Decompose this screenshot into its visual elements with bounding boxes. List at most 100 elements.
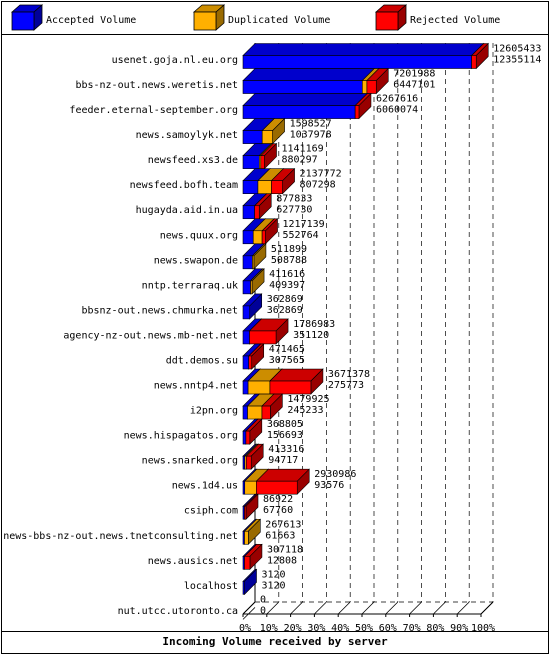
- category-label-22: nut.utcc.utoronto.ca: [118, 606, 238, 617]
- value-label-total-7: 1217139: [283, 219, 325, 230]
- x-tick-mark-60: [385, 601, 399, 615]
- bar-row-10: [242, 293, 263, 320]
- value-label-total-15: 368805: [267, 419, 303, 430]
- category-label-5: newsfeed.bofh.team: [130, 180, 238, 191]
- category-label-0: usenet.goja.nl.eu.org: [112, 55, 238, 66]
- value-label-accepted-2: 6060074: [376, 105, 418, 116]
- bar-row-3: [242, 117, 286, 145]
- bar-row-19: [242, 518, 262, 545]
- value-label-accepted-16: 94717: [268, 455, 298, 466]
- value-label-total-5: 2137772: [300, 169, 342, 180]
- legend-item-duplicated: Duplicated Volume: [192, 4, 330, 31]
- value-label-total-18: 86922: [263, 494, 293, 505]
- x-tick-mark-20: [290, 601, 303, 615]
- bar-rejected-15: [245, 418, 263, 445]
- bar-rejected-17: [255, 468, 310, 495]
- bar-duplicated-19: [243, 518, 262, 545]
- value-label-accepted-19: 61663: [265, 530, 295, 541]
- x-tick-mark-50: [361, 601, 375, 615]
- x-tick-mark-30: [314, 601, 327, 615]
- value-label-accepted-17: 93576: [314, 480, 344, 491]
- bar-rejected-11: [248, 318, 289, 345]
- value-label-total-11: 1786983: [293, 319, 335, 330]
- value-label-total-0: 12605433: [493, 44, 541, 55]
- value-label-accepted-9: 409397: [269, 280, 305, 291]
- bar-row-18: [242, 493, 259, 520]
- bar-accepted-21: [242, 568, 258, 596]
- x-tick-label-10: 10%: [260, 623, 278, 634]
- x-tick-mark-90: [456, 601, 470, 615]
- category-label-17: news.1d4.us: [172, 481, 238, 492]
- category-label-8: news.swapon.de: [154, 255, 238, 266]
- bar-rejected-7: [261, 218, 279, 245]
- bar-row-1: [242, 67, 389, 95]
- value-label-total-14: 1479925: [287, 394, 329, 405]
- bar-rejected-2: [354, 92, 372, 120]
- bar-row-16: [242, 443, 264, 470]
- legend: Accepted Volume Duplicated Volume Rejected…: [10, 4, 500, 31]
- bar-row-9: [242, 268, 265, 295]
- x-tick-label-20: 20%: [284, 623, 302, 634]
- value-label-total-16: 413316: [268, 444, 304, 455]
- category-label-7: news.quux.org: [160, 230, 238, 241]
- value-label-total-19: 267613: [265, 519, 301, 530]
- value-label-total-3: 1598527: [290, 119, 332, 130]
- value-label-total-12: 471465: [269, 344, 305, 355]
- value-label-accepted-3: 1037978: [290, 130, 332, 141]
- x-tick-mark-0: [242, 601, 256, 615]
- value-label-accepted-22: 0: [260, 605, 266, 616]
- x-tick-label-40: 40%: [331, 623, 349, 634]
- value-label-accepted-5: 807298: [300, 180, 336, 191]
- bar-duplicated-8: [251, 243, 267, 270]
- x-tick-label-60: 60%: [379, 623, 397, 634]
- value-label-total-4: 1141169: [282, 144, 324, 155]
- bar-row-6: [242, 193, 272, 220]
- bar-rejected-1: [366, 67, 389, 95]
- value-label-accepted-10: 362869: [267, 305, 303, 316]
- value-label-accepted-14: 245233: [287, 405, 323, 416]
- legend-swatch-rejected: [375, 11, 399, 31]
- category-label-6: hugayda.aid.in.ua: [136, 205, 238, 216]
- category-label-15: news.hispagatos.org: [124, 431, 238, 442]
- category-labels: usenet.goja.nl.eu.org bbs-nz-out.news.wer…: [3, 55, 238, 617]
- x-tick-mark-10: [266, 601, 280, 615]
- value-label-total-17: 2930986: [314, 469, 356, 480]
- bar-row-5: [242, 167, 296, 195]
- category-label-16: news.snarked.org: [142, 456, 238, 467]
- bar-row-0: [242, 42, 489, 70]
- value-label-accepted-13: 275773: [328, 380, 364, 391]
- legend-swatch-duplicated: [193, 11, 217, 31]
- bar-row-15: [242, 418, 263, 445]
- value-label-accepted-8: 508788: [271, 255, 307, 266]
- value-label-accepted-0: 12355114: [493, 55, 541, 66]
- legend-label-rejected: Rejected Volume: [410, 15, 500, 26]
- chart-title: Incoming Volume received by server: [162, 635, 388, 648]
- value-label-total-8: 511899: [271, 244, 307, 255]
- legend-item-accepted: Accepted Volume: [10, 4, 136, 31]
- value-label-accepted-20: 12808: [267, 555, 297, 566]
- value-label-accepted-12: 307565: [269, 355, 305, 366]
- bar-rejected-13: [269, 368, 324, 395]
- bar-row-4: [242, 142, 278, 170]
- legend-label-duplicated: Duplicated Volume: [228, 15, 330, 26]
- x-tick-label-100: 100%: [471, 623, 495, 634]
- value-label-total-9: 411616: [269, 269, 305, 280]
- bar-row-22: [242, 607, 256, 620]
- value-label-total-22: 0: [260, 594, 266, 605]
- value-label-total-1: 7201988: [393, 69, 435, 80]
- value-label-total-10: 362869: [267, 294, 303, 305]
- bar-rejected-0: [470, 42, 489, 70]
- category-label-11: agency-nz-out.news.mb-net.net: [63, 330, 238, 341]
- x-axis: 0% 10% 20% 30% 40% 50% 60% 70% 80% 90% 100%: [239, 601, 495, 634]
- x-tick-label-30: 30%: [307, 623, 325, 634]
- bar-row-13: [242, 368, 324, 395]
- value-label-accepted-21: 3120: [262, 580, 286, 591]
- x-tick-mark-100: [480, 601, 494, 615]
- category-label-4: newsfeed.xs3.de: [148, 155, 238, 166]
- x-tick-label-50: 50%: [355, 623, 373, 634]
- value-label-accepted-1: 6447101: [393, 80, 435, 91]
- category-label-18: csiph.com: [184, 506, 238, 517]
- category-label-1: bbs-nz-out.news.weretis.net: [75, 80, 238, 91]
